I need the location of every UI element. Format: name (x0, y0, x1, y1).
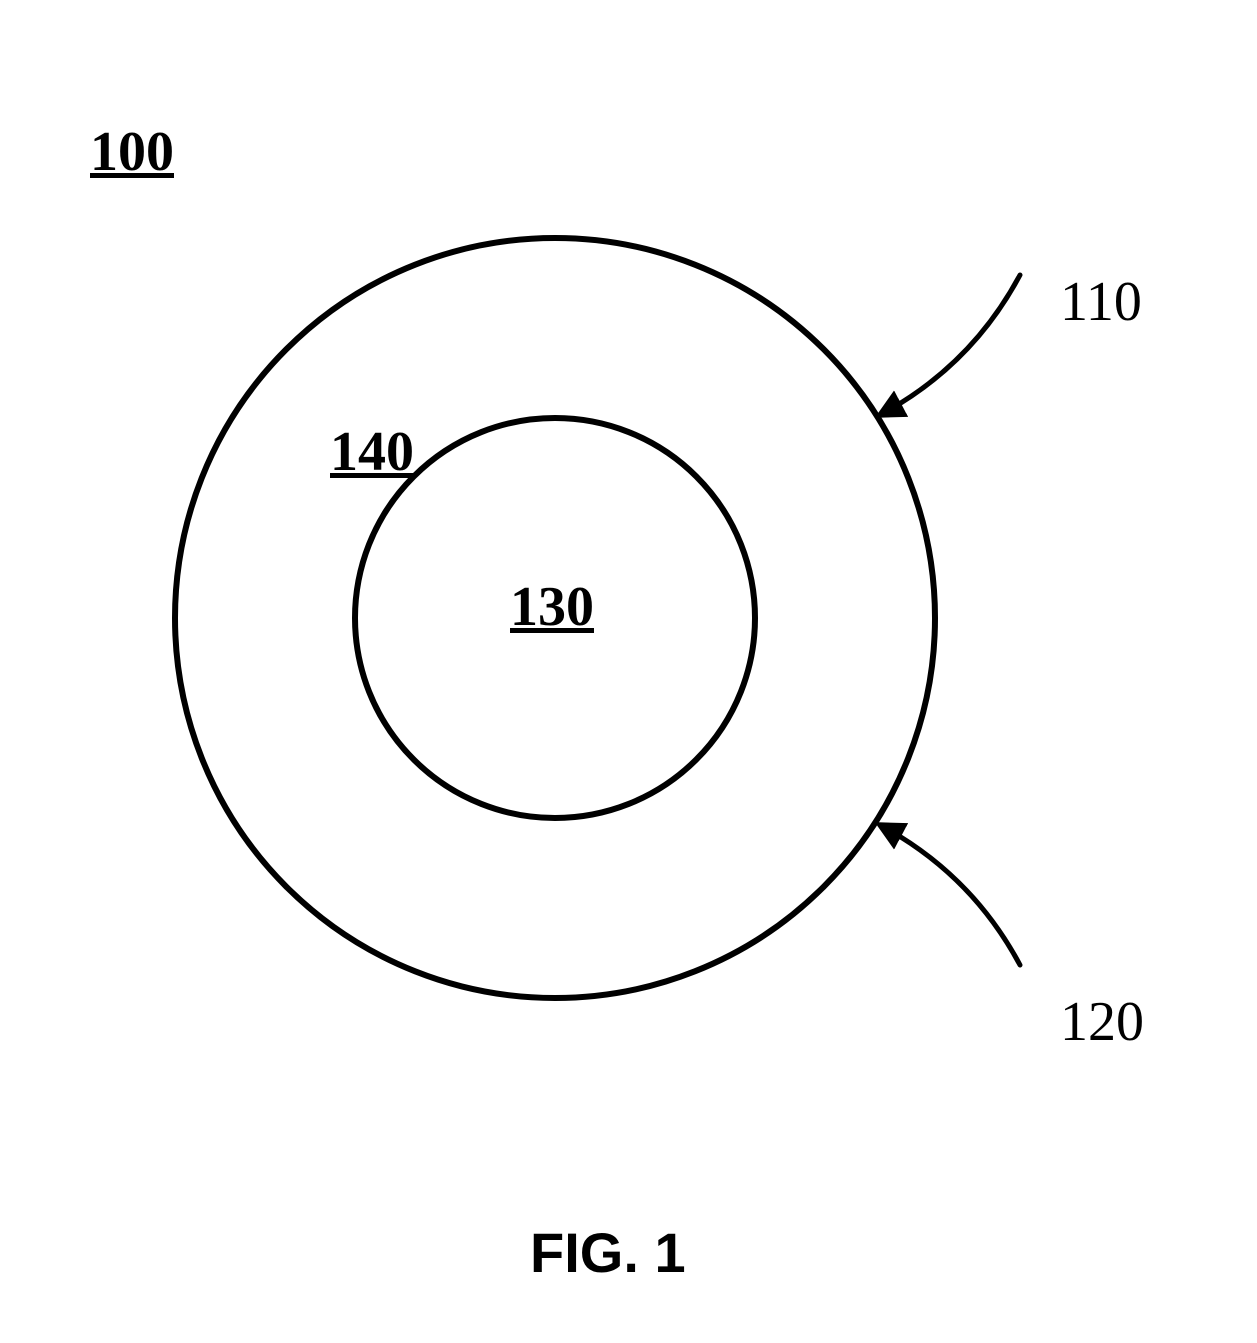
callout-arrow (880, 825, 1020, 965)
callout-arrow (880, 275, 1020, 415)
label-ring-text: 140 (330, 421, 414, 483)
label-outer-top-right: 110 (1060, 270, 1142, 334)
label-outer-tr-text: 110 (1060, 271, 1142, 333)
label-figure-ref-text: 100 (90, 121, 174, 183)
label-figure-ref: 100 (90, 120, 174, 184)
figure-caption: FIG. 1 (530, 1220, 686, 1285)
label-core-text: 130 (510, 576, 594, 638)
label-outer-br-text: 120 (1060, 991, 1144, 1053)
diagram-stage: 100 110 120 140 130 FIG. 1 (0, 0, 1257, 1343)
label-core: 130 (510, 575, 594, 639)
diagram-svg (0, 0, 1257, 1343)
label-ring: 140 (330, 420, 414, 484)
figure-caption-text: FIG. 1 (530, 1221, 686, 1284)
label-outer-bottom-right: 120 (1060, 990, 1144, 1054)
